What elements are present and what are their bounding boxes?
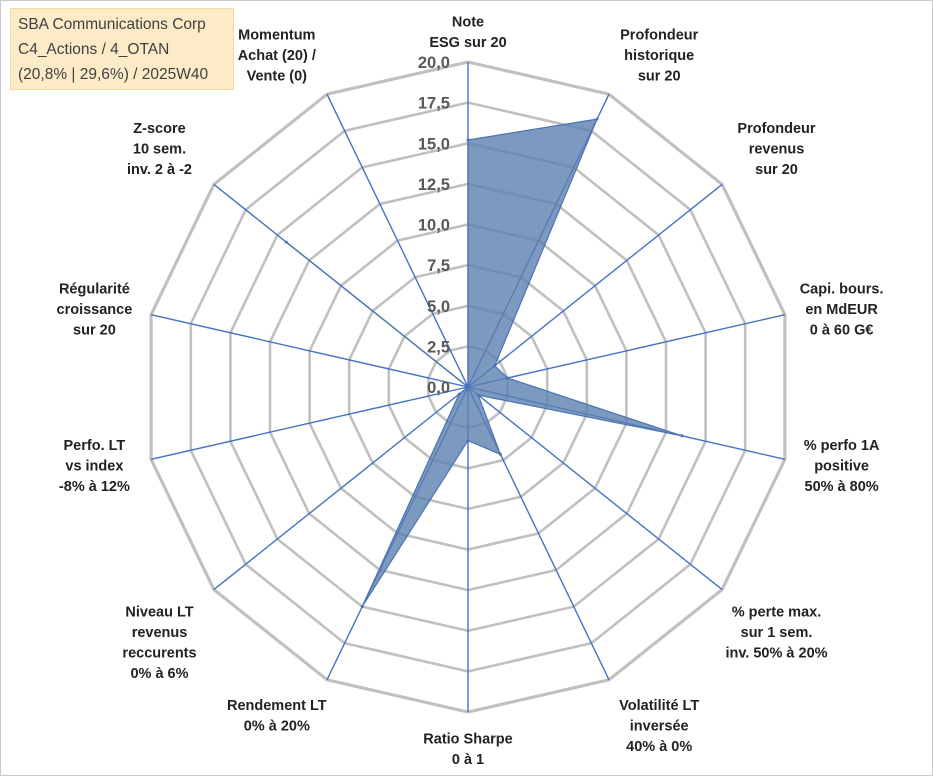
axis-label-line: vs index (65, 458, 123, 474)
axis-label-line: Profondeur (620, 27, 698, 43)
axis-label-line: % perfo 1A (804, 438, 880, 454)
portfolio-path: C4_Actions / 4_OTAN (18, 41, 170, 58)
data-point (466, 439, 470, 443)
tick-label: 5,0 (427, 298, 450, 316)
axis-label-line: Profondeur (737, 121, 815, 137)
axis-label-line: % perte max. (732, 605, 821, 621)
series-area (285, 118, 683, 608)
axis-label-line: en MdEUR (805, 302, 878, 318)
axis-label: Note ESG sur 20 (429, 15, 506, 52)
axis-label-line: 0% à 20% (244, 719, 310, 735)
axis-label-line: 40% à 0% (626, 739, 692, 755)
axis-label: Capi. bours. en MdEUR 0 à 60 G€ (800, 282, 884, 339)
axis-label-line: Rendement LT (227, 698, 327, 714)
axis-label-line: Régularité (59, 282, 130, 298)
axis-spoke (150, 386, 469, 460)
axis-label-line: Z-score (133, 121, 185, 137)
axis-label-line: 10 sem. (133, 141, 186, 157)
data-point (466, 385, 470, 389)
axis-label-line: Momentum (238, 27, 315, 43)
performance-week: (20,8% | 29,6%) / 2025W40 (18, 66, 209, 83)
axis-label: Profondeur historique sur 20 (620, 27, 698, 84)
axis-label-line: sur 20 (638, 68, 681, 84)
axis-label-line: 50% à 80% (805, 479, 879, 495)
axis-label-line: inversée (630, 719, 689, 735)
data-point (680, 434, 684, 438)
tick-label: 20,0 (418, 54, 450, 72)
axis-label-line: revenus (749, 141, 805, 157)
data-point (284, 240, 288, 244)
data-point (466, 138, 470, 142)
axis-label: Momentum Achat (20) / Vente (0) (238, 27, 316, 84)
axis-label-line: revenus (132, 625, 188, 641)
data-point (493, 364, 497, 368)
axis-label-line: Vente (0) (247, 68, 308, 84)
axis-label-line: positive (814, 458, 869, 474)
axis-label: % perte max. sur 1 sem. inv. 50% à 20% (725, 605, 827, 662)
tick-label: 15,0 (418, 135, 450, 153)
data-point (498, 452, 502, 456)
axis-label-line: inv. 50% à 20% (725, 646, 827, 662)
axis-label-line: ESG sur 20 (429, 35, 506, 51)
axis-label-line: sur 20 (73, 323, 116, 339)
axis-label: Profondeur revenus sur 20 (737, 121, 815, 178)
axis-label-line: 0% à 6% (130, 666, 188, 682)
axis-label-line: 0 à 60 G€ (810, 323, 874, 339)
axis-label-line: 0 à 1 (452, 752, 484, 768)
tick-label: 2,5 (427, 338, 450, 356)
axis-label: % perfo 1A positive 50% à 80% (804, 438, 880, 495)
axis-spoke (467, 183, 723, 388)
axis-label-line: sur 1 sem. (741, 625, 813, 641)
tick-label: 0,0 (427, 379, 450, 397)
axis-label: Ratio Sharpe 0 à 1 (423, 732, 512, 769)
axis-label: Régularité croissance sur 20 (57, 282, 133, 339)
axis-label-line: Niveau LT (125, 605, 193, 621)
axis-label-line: historique (624, 48, 694, 64)
data-point (476, 393, 480, 397)
axis-label-line: inv. 2 à -2 (127, 162, 192, 178)
tick-label: 7,5 (427, 257, 450, 275)
tick-label: 10,0 (418, 217, 450, 235)
data-point (360, 605, 364, 609)
axis-spoke (467, 386, 723, 591)
tick-label: 12,5 (418, 176, 450, 194)
axis-label: Rendement LT 0% à 20% (227, 698, 327, 735)
data-point (457, 392, 461, 396)
data-point (595, 117, 599, 121)
axis-label-line: Ratio Sharpe (423, 732, 512, 748)
axis-label: Niveau LT revenus reccurents 0% à 6% (122, 605, 196, 683)
axis-label: Perfo. LT vs index -8% à 12% (59, 438, 130, 495)
axis-spoke (150, 314, 469, 388)
axis-label: Z-score 10 sem. inv. 2 à -2 (127, 121, 192, 178)
axis-label-line: Perfo. LT (64, 438, 126, 454)
data-point (506, 376, 510, 380)
axis-spoke (213, 386, 469, 591)
axis-label-line: -8% à 12% (59, 479, 130, 495)
axis-label-line: Note (452, 15, 484, 31)
axis-spoke (467, 314, 786, 388)
axis-label-line: Achat (20) / (238, 48, 316, 64)
axis-label-line: Capi. bours. (800, 282, 884, 298)
axis-label-line: sur 20 (755, 162, 798, 178)
axis-label: Volatilité LT inversée 40% à 0% (619, 698, 699, 755)
company-name: SBA Communications Corp (18, 16, 206, 33)
axis-label-line: Volatilité LT (619, 698, 699, 714)
axis-spoke (326, 93, 469, 388)
tick-label: 17,5 (418, 95, 450, 113)
axis-label-line: croissance (57, 302, 133, 318)
axis-label-line: reccurents (122, 646, 196, 662)
chart-title-box: SBA Communications Corp C4_Actions / 4_O… (10, 8, 234, 90)
